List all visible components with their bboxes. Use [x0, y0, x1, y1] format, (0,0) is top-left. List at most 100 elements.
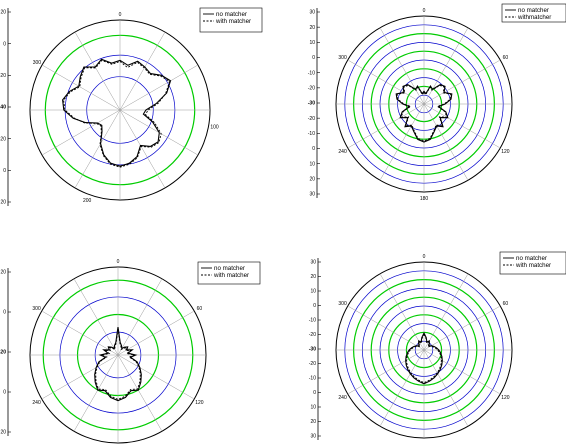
radial-tick-label: 30 — [310, 434, 316, 440]
legend-label: with matcher — [515, 262, 551, 269]
angle-tick-label: 200 — [83, 198, 92, 204]
grid-spoke — [41, 354, 119, 400]
series-line-no-matcher — [405, 331, 443, 385]
grid-spoke — [41, 310, 119, 356]
grid-spoke — [73, 278, 119, 356]
angle-tick-label: 100 — [210, 125, 219, 131]
series-line-no-matcher — [395, 83, 453, 143]
polar-chart-top-right: 3020100-10-20-30-20-10010203006012018024… — [308, 3, 566, 202]
radial-tick-label: 20 — [309, 177, 315, 183]
radial-tick-label: 0 — [312, 55, 315, 61]
grid-spoke — [347, 349, 425, 395]
grid-spoke — [347, 103, 425, 149]
radial-tick-label: 10 — [309, 161, 315, 167]
angle-tick-label: 60 — [503, 301, 509, 307]
angle-tick-label: 180 — [420, 196, 429, 202]
radial-tick-label: 30 — [310, 260, 316, 266]
grid-spoke — [117, 354, 163, 432]
radial-tick-label: 20 — [309, 25, 315, 31]
grid-spoke — [423, 27, 469, 105]
angle-tick-label: 60 — [503, 55, 509, 61]
angle-tick-label: 0 — [119, 12, 122, 18]
grid-spoke — [423, 273, 469, 351]
radial-tick-label: -20 — [309, 361, 316, 367]
radial-tick-label: 0 — [313, 303, 316, 309]
radial-tick-label: -10 — [308, 131, 315, 137]
grid-spoke — [423, 305, 501, 351]
radial-tick-label: 20 — [0, 10, 6, 16]
grid-spoke — [41, 64, 121, 111]
radial-tick-label: 20 — [0, 270, 6, 276]
legend-label: with matcher — [215, 18, 251, 25]
radial-tick-label: -10 — [309, 318, 316, 324]
grid-spoke — [119, 109, 166, 189]
radial-tick-label: -20 — [0, 73, 6, 79]
legend-box — [197, 261, 261, 285]
radial-tick-label: 0 — [3, 310, 6, 316]
legend-box — [501, 3, 566, 23]
radial-tick-label: 30 — [309, 10, 315, 16]
grid-spoke — [347, 305, 425, 351]
angle-tick-label: 240 — [338, 395, 347, 401]
legend-box — [499, 251, 566, 275]
legend-label: no matcher — [214, 265, 245, 272]
grid-spoke — [423, 349, 469, 427]
grid-spoke — [347, 59, 425, 105]
radial-tick-label: 0 — [3, 41, 6, 47]
polar-chart-bottom-right: 3020100-10-20-30-20-10010203006012024030… — [309, 251, 566, 440]
radial-tick-label: 0 — [3, 390, 6, 396]
grid-spoke — [117, 310, 195, 356]
radial-tick-label: -40 — [0, 105, 6, 111]
angle-tick-label: 60 — [197, 306, 203, 312]
grid-spoke — [423, 349, 501, 395]
angle-tick-label: 120 — [195, 400, 204, 406]
angle-tick-label: 300 — [338, 55, 347, 61]
radial-tick-label: 20 — [0, 430, 6, 436]
angle-tick-label: 240 — [32, 400, 41, 406]
radial-tick-label: 0 — [3, 168, 6, 174]
grid-spoke — [74, 109, 121, 189]
radial-tick-label: -10 — [309, 376, 316, 382]
series-line-with-matcher — [396, 84, 452, 142]
radial-tick-label: 10 — [309, 40, 315, 46]
legend-label: no matcher — [518, 7, 549, 14]
angle-tick-label: 300 — [32, 306, 41, 312]
series-line-with-matcher — [95, 328, 141, 400]
legend-label: with matcher — [213, 272, 249, 279]
radial-tick-label: 10 — [310, 289, 316, 295]
legend-label: no matcher — [516, 255, 547, 262]
series-line-with-matcher — [63, 59, 171, 168]
series-line-no-matcher — [62, 58, 172, 167]
angle-tick-label: 300 — [33, 60, 42, 66]
grid-spoke — [119, 31, 166, 111]
grid-spoke — [74, 31, 121, 111]
radial-tick-label: 20 — [310, 274, 316, 280]
grid-spoke — [117, 354, 195, 400]
radial-tick-label: -20 — [309, 332, 316, 338]
radial-tick-label: -30 — [309, 347, 316, 353]
series-line-no-matcher — [94, 327, 142, 402]
angle-tick-label: 300 — [338, 301, 347, 307]
radial-tick-label: 0 — [312, 146, 315, 152]
radial-tick-label: -10 — [308, 70, 315, 76]
grid-spoke — [423, 103, 469, 181]
legend-label: no matcher — [216, 11, 247, 18]
series-line-with-matcher — [406, 333, 442, 384]
angle-tick-label: 240 — [338, 149, 347, 155]
radial-tick-label: -20 — [308, 116, 315, 122]
grid-spoke — [423, 103, 501, 149]
legend-box — [199, 7, 263, 33]
radial-tick-label: 0 — [313, 390, 316, 396]
grid-spoke — [379, 27, 425, 105]
grid-spoke — [379, 349, 425, 427]
radial-tick-label: -20 — [308, 86, 315, 92]
angle-tick-label: 0 — [117, 259, 120, 265]
grid-spoke — [119, 64, 199, 111]
